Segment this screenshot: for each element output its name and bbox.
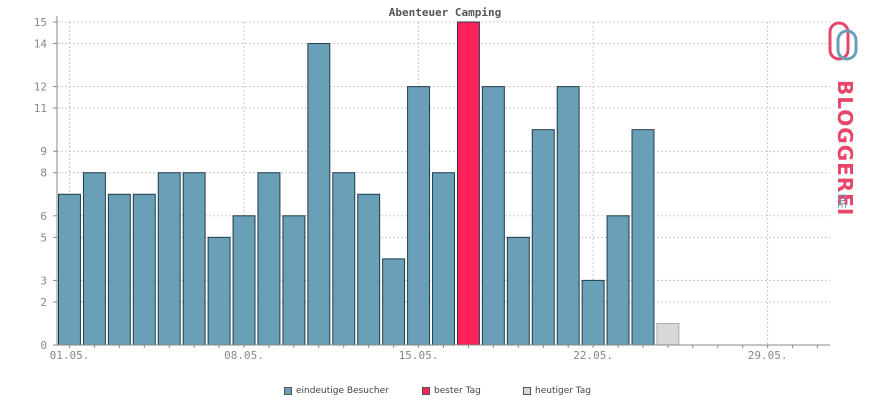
x-tick-label: 08.05.	[224, 349, 264, 362]
x-tick-label: 29.05.	[748, 349, 788, 362]
legend-item-today: heutiger Tag	[523, 386, 591, 396]
bar	[332, 172, 356, 346]
bars	[58, 21, 680, 346]
bar	[506, 236, 530, 346]
legend-label-today: heutiger Tag	[535, 386, 592, 396]
bar	[556, 86, 580, 346]
bar	[631, 129, 655, 346]
y-tick-label: 11	[34, 102, 47, 115]
bloggerei-logo: BLOGGEREI .DE	[808, 18, 868, 218]
bar	[82, 172, 106, 346]
bar	[132, 193, 156, 346]
y-tick-label: 2	[40, 296, 47, 309]
bar	[257, 172, 281, 346]
bar	[606, 215, 630, 346]
bar	[307, 43, 331, 346]
x-tick-label: 15.05.	[399, 349, 439, 362]
svg-text:BLOGGEREI: BLOGGEREI	[833, 80, 857, 216]
bar	[481, 86, 505, 346]
legend-item-visitors: eindeutige Besucher	[284, 386, 389, 396]
legend-item-best-day: bester Tag	[422, 386, 481, 396]
y-tick-label: 12	[34, 81, 47, 94]
bar	[407, 86, 431, 346]
bar	[382, 258, 406, 346]
bar	[207, 236, 231, 346]
bar	[581, 279, 605, 346]
bar	[58, 193, 81, 346]
y-tick-labels: 0 2 3 5 6 8 9 11 12 14 15	[34, 16, 48, 352]
chart-title: Abenteuer Camping	[389, 6, 502, 19]
x-tick-label: 22.05.	[573, 349, 613, 362]
y-tick-label: 14	[34, 38, 48, 51]
bar	[357, 193, 381, 346]
y-tick-label: 8	[40, 167, 47, 180]
bar-today	[656, 322, 680, 346]
legend-swatch-visitors	[284, 387, 292, 395]
bar	[432, 172, 455, 346]
y-tick-label: 15	[34, 16, 47, 29]
legend-label-best-day: bester Tag	[434, 386, 481, 396]
y-tick-label: 6	[40, 210, 47, 223]
y-tick-label: 9	[40, 145, 47, 158]
bar	[182, 172, 206, 346]
axes	[53, 16, 830, 348]
bar	[157, 172, 181, 346]
y-tick-label: 0	[40, 339, 47, 352]
x-tick-label: 01.05.	[50, 349, 90, 362]
legend-swatch-best-day	[422, 387, 430, 395]
x-tick-labels: 01.05. 08.05. 15.05. 22.05. 29.05.	[50, 349, 788, 362]
bar	[232, 215, 256, 346]
y-tick-label: 5	[40, 231, 47, 244]
bar	[531, 129, 555, 346]
svg-text:.DE: .DE	[835, 190, 848, 209]
bar	[107, 193, 131, 346]
y-tick-label: 3	[40, 274, 47, 287]
legend-swatch-today	[523, 387, 531, 395]
bar-best-day	[456, 21, 480, 346]
bar	[282, 215, 306, 346]
bloggerei-logo-icon: BLOGGEREI .DE	[828, 21, 858, 216]
legend-label-visitors: eindeutige Besucher	[296, 386, 389, 396]
chart-legend: eindeutige Besucher bester Tag heutiger …	[0, 386, 870, 400]
